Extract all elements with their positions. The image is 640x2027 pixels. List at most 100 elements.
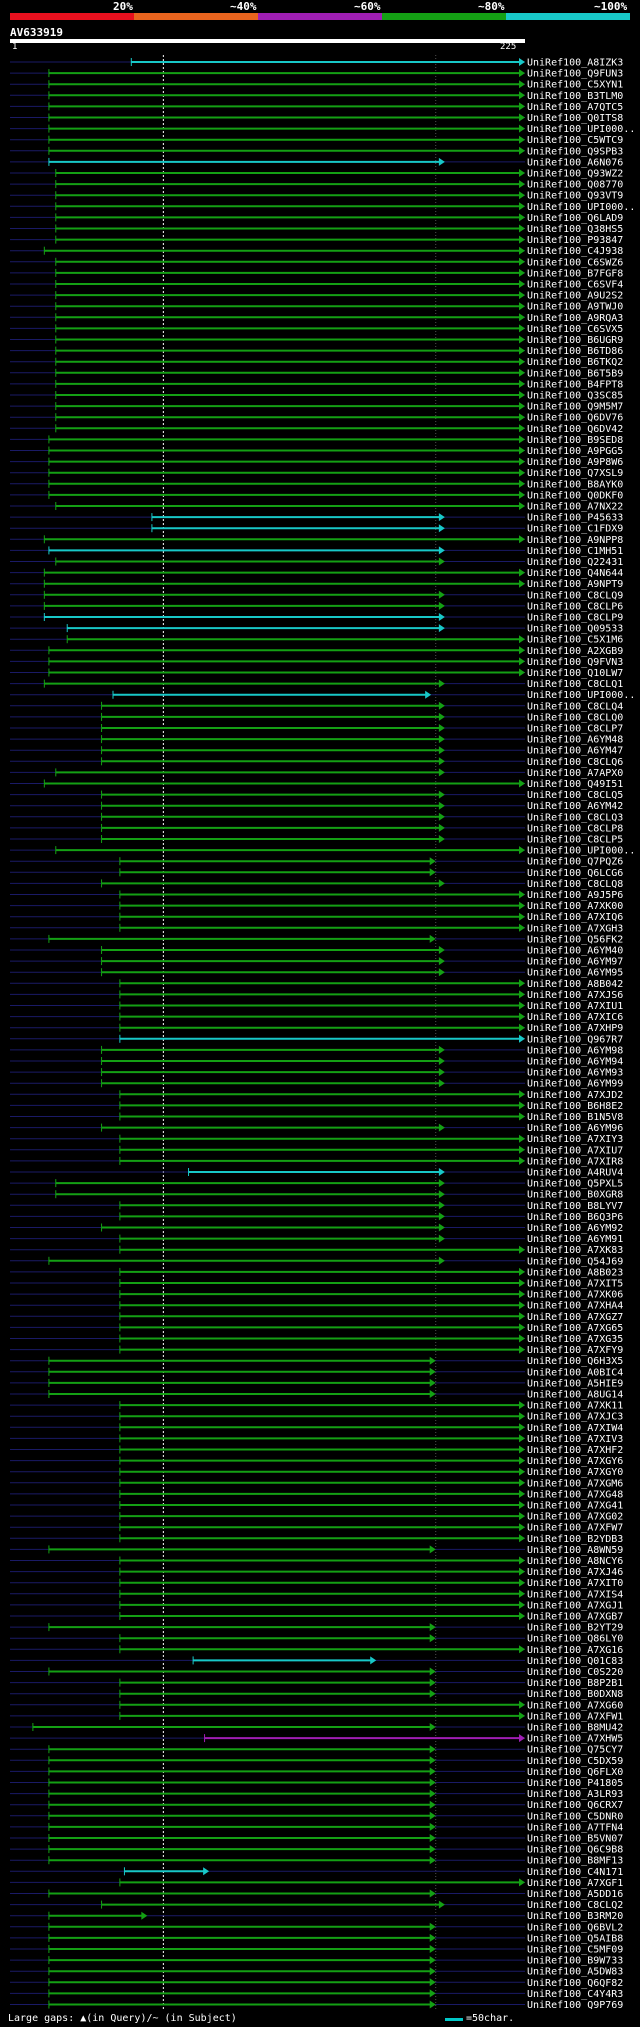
hit-label[interactable]: UniRef100_Q6LAD9 (527, 213, 623, 224)
hit-label[interactable]: UniRef100_A7XG48 (527, 1489, 623, 1500)
hit-label[interactable]: UniRef100_C5DX59 (527, 1756, 623, 1767)
hit-label[interactable]: UniRef100_C5XYN1 (527, 80, 623, 91)
hit-label[interactable]: UniRef100_A7QTC5 (527, 102, 623, 113)
hit-label[interactable]: UniRef100_A8IZK3 (527, 58, 623, 69)
hit-label[interactable]: UniRef100_Q22431 (527, 557, 623, 568)
hit-label[interactable]: UniRef100_C5WTC9 (527, 135, 623, 146)
hit-label[interactable]: UniRef100_A7XK00 (527, 901, 623, 912)
hit-label[interactable]: UniRef100_A3LR93 (527, 1789, 623, 1800)
hit-label[interactable]: UniRef100_A2XGB9 (527, 646, 623, 657)
hit-label[interactable]: UniRef100_B8P2B1 (527, 1678, 623, 1689)
hit-label[interactable]: UniRef100_Q6QF82 (527, 1978, 623, 1989)
hit-label[interactable]: UniRef100_A7XGZ7 (527, 1312, 623, 1323)
hit-label[interactable]: UniRef100_A7XIW4 (527, 1423, 623, 1434)
hit-label[interactable]: UniRef100_A7XHW5 (527, 1734, 623, 1745)
hit-label[interactable]: UniRef100_A9P8W6 (527, 457, 623, 468)
hit-label[interactable]: UniRef100_A7NX22 (527, 502, 623, 513)
hit-label[interactable]: UniRef100_A7XJ46 (527, 1567, 623, 1578)
hit-label[interactable]: UniRef100_A9PGG5 (527, 446, 623, 457)
hit-label[interactable]: UniRef100_A6N076 (527, 157, 623, 168)
hit-label[interactable]: UniRef100_A7XGB7 (527, 1612, 623, 1623)
hit-label[interactable]: UniRef100_A6YM95 (527, 968, 623, 979)
hit-label[interactable]: UniRef100_B3RM20 (527, 1911, 623, 1922)
hit-label[interactable]: UniRef100_C8CLQ5 (527, 790, 623, 801)
hit-label[interactable]: UniRef100_B1N5V8 (527, 1112, 623, 1123)
hit-label[interactable]: UniRef100_A5DD16 (527, 1889, 623, 1900)
hit-label[interactable]: UniRef100_B6UGR9 (527, 335, 623, 346)
hit-label[interactable]: UniRef100_A8WN59 (527, 1545, 623, 1556)
hit-label[interactable]: UniRef100_A4RUV4 (527, 1168, 623, 1179)
hit-label[interactable]: UniRef100_Q86LY0 (527, 1634, 623, 1645)
hit-label[interactable]: UniRef100_B9SED8 (527, 435, 623, 446)
hit-label[interactable]: UniRef100_B6TKQ2 (527, 357, 623, 368)
hit-label[interactable]: UniRef100_C4Y4R3 (527, 1989, 623, 2000)
hit-label[interactable]: UniRef100_Q5PXL5 (527, 1179, 623, 1190)
hit-label[interactable]: UniRef100_Q9SPB3 (527, 146, 623, 157)
hit-label[interactable]: UniRef100_C5X1M6 (527, 635, 623, 646)
hit-label[interactable]: UniRef100_Q38HS5 (527, 224, 623, 235)
hit-label[interactable]: UniRef100_A7XG60 (527, 1700, 623, 1711)
hit-label[interactable]: UniRef100_C8CLQ1 (527, 679, 623, 690)
hit-label[interactable]: UniRef100_Q3SC85 (527, 391, 623, 402)
hit-label[interactable]: UniRef100_C8CLP7 (527, 724, 623, 735)
hit-label[interactable]: UniRef100_B5VN07 (527, 1834, 623, 1845)
hit-label[interactable]: UniRef100_C8CLP5 (527, 835, 623, 846)
hit-label[interactable]: UniRef100_A6YM40 (527, 946, 623, 957)
hit-label[interactable]: UniRef100_Q6DV42 (527, 424, 623, 435)
hit-label[interactable]: UniRef100_A7XIS4 (527, 1589, 623, 1600)
hit-label[interactable]: UniRef100_B0XGR8 (527, 1190, 623, 1201)
hit-label[interactable]: UniRef100_UPI000.. (527, 846, 635, 857)
hit-label[interactable]: UniRef100_B8MU42 (527, 1723, 623, 1734)
hit-label[interactable]: UniRef100_B2YT29 (527, 1623, 623, 1634)
hit-label[interactable]: UniRef100_Q9M5M7 (527, 402, 623, 413)
hit-label[interactable]: UniRef100_Q6H3X5 (527, 1356, 623, 1367)
hit-label[interactable]: UniRef100_A7APX0 (527, 768, 623, 779)
hit-label[interactable]: UniRef100_B8AYK0 (527, 479, 623, 490)
hit-label[interactable]: UniRef100_C8CLQ6 (527, 757, 623, 768)
hit-label[interactable]: UniRef100_A0BIC4 (527, 1367, 623, 1378)
hit-label[interactable]: UniRef100_Q93VT9 (527, 191, 623, 202)
hit-label[interactable]: UniRef100_C8CLQ9 (527, 590, 623, 601)
hit-label[interactable]: UniRef100_A7XK06 (527, 1290, 623, 1301)
hit-label[interactable]: UniRef100_B2YDB3 (527, 1534, 623, 1545)
hit-label[interactable]: UniRef100_Q56FK2 (527, 934, 623, 945)
hit-label[interactable]: UniRef100_A8UG14 (527, 1390, 623, 1401)
hit-label[interactable]: UniRef100_C8CLQ4 (527, 701, 623, 712)
hit-label[interactable]: UniRef100_Q6C9B8 (527, 1845, 623, 1856)
hit-label[interactable]: UniRef100_A7TFN4 (527, 1822, 623, 1833)
hit-label[interactable]: UniRef100_Q6FLX0 (527, 1767, 623, 1778)
hit-label[interactable]: UniRef100_A9NPT9 (527, 579, 623, 590)
hit-label[interactable]: UniRef100_UPI000.. (527, 690, 635, 701)
hit-label[interactable]: UniRef100_Q01C83 (527, 1656, 623, 1667)
hit-label[interactable]: UniRef100_A7XHP9 (527, 1023, 623, 1034)
hit-label[interactable]: UniRef100_Q5AIB8 (527, 1933, 623, 1944)
hit-label[interactable]: UniRef100_P93847 (527, 235, 623, 246)
hit-label[interactable]: UniRef100_A6YM98 (527, 1045, 623, 1056)
hit-label[interactable]: UniRef100_A6YM92 (527, 1223, 623, 1234)
hit-label[interactable]: UniRef100_UPI000.. (527, 202, 635, 213)
hit-label[interactable]: UniRef100_A7XIC6 (527, 1012, 623, 1023)
hit-label[interactable]: UniRef100_C8CLQ8 (527, 879, 623, 890)
hit-label[interactable]: UniRef100_A7XGH3 (527, 923, 623, 934)
hit-label[interactable]: UniRef100_A7XK11 (527, 1401, 623, 1412)
hit-label[interactable]: UniRef100_Q09533 (527, 624, 623, 635)
hit-label[interactable]: UniRef100_Q7XSL9 (527, 468, 623, 479)
hit-label[interactable]: UniRef100_A7XGF1 (527, 1878, 623, 1889)
hit-label[interactable]: UniRef100_B6T5B9 (527, 368, 623, 379)
hit-label[interactable]: UniRef100_A7XHF2 (527, 1445, 623, 1456)
hit-label[interactable]: UniRef100_Q49I51 (527, 779, 623, 790)
hit-label[interactable]: UniRef100_Q6LCG6 (527, 868, 623, 879)
hit-label[interactable]: UniRef100_C8CLQ0 (527, 712, 623, 723)
hit-label[interactable]: UniRef100_B3TLM0 (527, 91, 623, 102)
hit-label[interactable]: UniRef100_A7XG41 (527, 1501, 623, 1512)
hit-label[interactable]: UniRef100_A7XIT0 (527, 1578, 623, 1589)
hit-label[interactable]: UniRef100_P45633 (527, 513, 623, 524)
hit-label[interactable]: UniRef100_A6YM99 (527, 1079, 623, 1090)
hit-label[interactable]: UniRef100_Q10LW7 (527, 668, 623, 679)
hit-label[interactable]: UniRef100_A6YM48 (527, 735, 623, 746)
hit-label[interactable]: UniRef100_A6YM91 (527, 1234, 623, 1245)
hit-label[interactable]: UniRef100_A7XG02 (527, 1512, 623, 1523)
hit-label[interactable]: UniRef100_Q75CY7 (527, 1745, 623, 1756)
hit-label[interactable]: UniRef100_A6YM96 (527, 1123, 623, 1134)
hit-label[interactable]: UniRef100_A7XGY0 (527, 1467, 623, 1478)
